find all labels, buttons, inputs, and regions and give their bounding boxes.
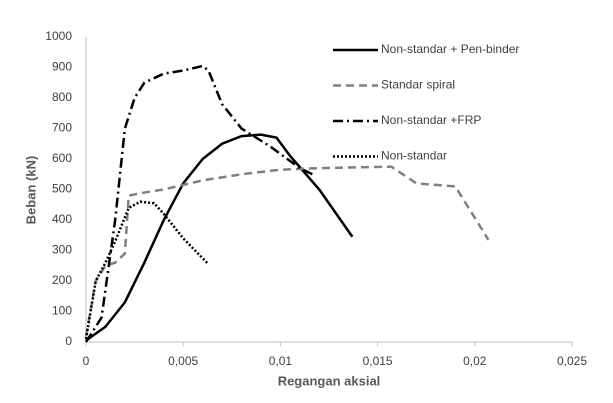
y-tick-label: 800 — [52, 90, 72, 104]
x-tick-label: 0,025 — [557, 354, 587, 368]
y-tick-label: 1000 — [45, 29, 72, 43]
y-tick-label: 200 — [52, 273, 72, 287]
series-line — [84, 64, 316, 343]
x-tick-label: 0,015 — [363, 354, 393, 368]
y-axis-title: Beban (kN) — [23, 156, 38, 225]
legend-label: Non-standar + Pen-binder — [381, 42, 519, 56]
x-axis-title: Regangan aksial — [278, 373, 381, 388]
legend-label: Standar spiral — [381, 78, 455, 92]
x-tick-label: 0,01 — [269, 354, 293, 368]
y-tick-label: 900 — [52, 60, 72, 74]
legend-label: Non-standar — [381, 149, 447, 163]
y-tick-label: 400 — [52, 212, 72, 226]
series-line — [84, 200, 210, 340]
y-tick-label: 300 — [52, 243, 72, 257]
series-line — [85, 133, 354, 342]
x-tick-label: 0,005 — [168, 354, 198, 368]
y-tick-label: 700 — [52, 121, 72, 135]
y-tick-label: 500 — [52, 182, 72, 196]
x-tick-label: 0,02 — [463, 354, 487, 368]
series-line — [84, 165, 490, 337]
y-tick-label: 0 — [65, 334, 72, 348]
legend-label: Non-standar +FRP — [381, 113, 481, 127]
y-tick-label: 600 — [52, 151, 72, 165]
y-tick-label: 100 — [52, 304, 72, 318]
x-tick-label: 0 — [83, 354, 90, 368]
